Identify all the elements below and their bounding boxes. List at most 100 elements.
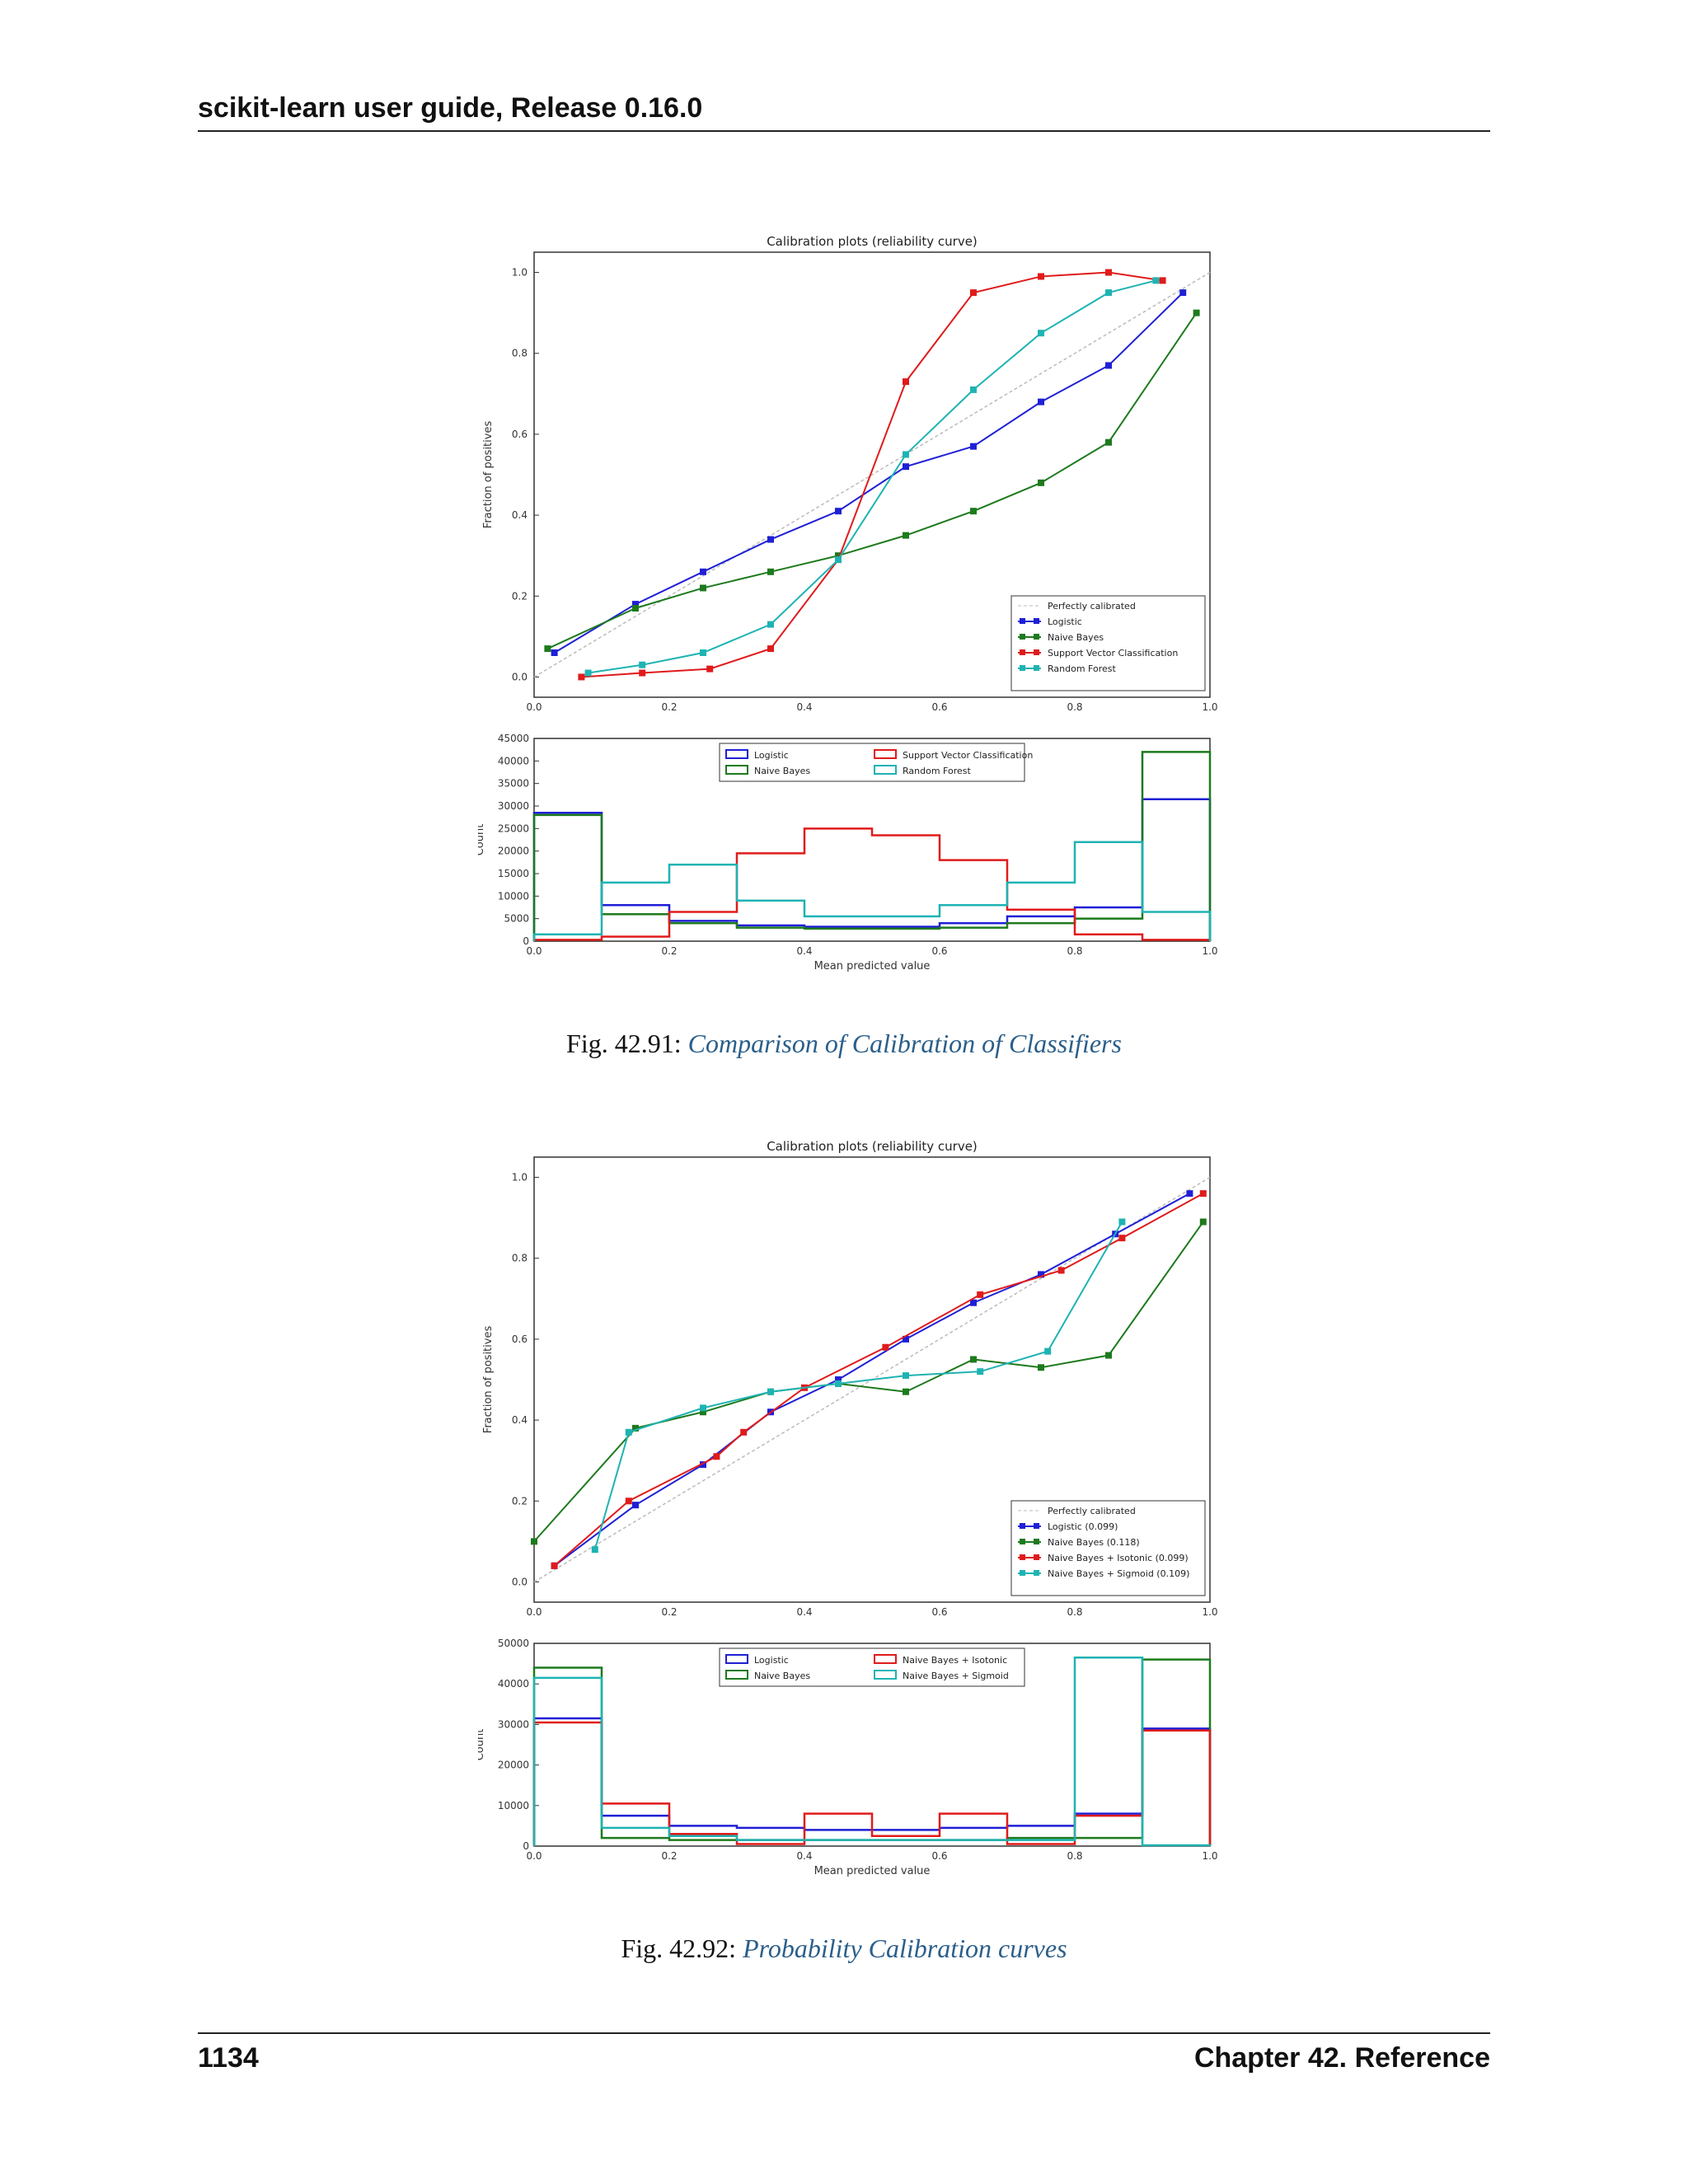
legend-marker: [1020, 1539, 1025, 1544]
y-axis-label: Count: [478, 824, 486, 856]
data-point: [1105, 269, 1112, 276]
y-tick-label: 30000: [498, 1718, 529, 1730]
y-tick-label: 0.6: [512, 1333, 528, 1345]
data-point: [625, 1428, 632, 1436]
x-tick-label: 0.8: [1067, 1606, 1082, 1618]
legend-label: Naive Bayes + Sigmoid (0.109): [1048, 1568, 1189, 1579]
legend-marker: [1020, 618, 1025, 624]
x-tick-label: 0.6: [931, 945, 947, 957]
x-tick-label: 0.2: [661, 1606, 677, 1618]
legend-swatch: [874, 1670, 897, 1680]
legend-label: Random Forest: [903, 766, 971, 776]
histogram-step: [532, 751, 1212, 941]
x-tick-label: 0.8: [1067, 945, 1082, 957]
y-tick-label: 0.2: [512, 590, 528, 602]
x-axis-label: Mean predicted value: [814, 960, 931, 972]
x-tick-label: 0.0: [526, 1850, 542, 1862]
data-point: [1105, 438, 1112, 446]
y-tick-label: 40000: [498, 1678, 529, 1690]
data-point: [700, 1461, 706, 1469]
legend-label: Naive Bayes: [1048, 632, 1104, 643]
caption-prefix: Fig. 42.91:: [566, 1029, 688, 1058]
data-point: [1038, 398, 1044, 405]
data-point: [578, 673, 585, 681]
data-point: [1057, 1267, 1065, 1274]
x-tick-label: 0.6: [931, 1606, 947, 1618]
figure-42-92: Calibration plots (reliability curve) 0.0…: [478, 1127, 1220, 1886]
data-point: [632, 605, 639, 612]
data-point: [625, 1497, 632, 1505]
legend-label: Logistic: [1048, 616, 1082, 627]
chapter-title: Chapter 42. Reference: [1193, 2042, 1490, 2074]
x-tick-label: 1.0: [1202, 1850, 1217, 1862]
data-point: [639, 669, 646, 677]
data-point: [970, 1356, 977, 1363]
y-tick-label: 1.0: [512, 267, 528, 279]
data-point: [835, 556, 842, 564]
data-point: [882, 1343, 889, 1351]
calibration-figure: Calibration plots (reliability curve) 0.0…: [478, 234, 1218, 972]
data-point: [970, 508, 977, 515]
data-point: [1038, 273, 1044, 280]
data-point: [767, 568, 774, 575]
legend-swatch: [725, 765, 748, 775]
histogram-step: [532, 1656, 1212, 1847]
legend-swatch: [874, 765, 897, 775]
y-tick-label: 50000: [498, 1638, 529, 1649]
legend-marker: [1034, 618, 1039, 624]
legend-box: [1010, 595, 1206, 691]
x-tick-label: 0.0: [526, 1606, 542, 1618]
data-point: [835, 1380, 842, 1387]
legend-label: Naive Bayes + Sigmoid: [903, 1671, 1009, 1681]
data-point: [1199, 1190, 1207, 1197]
series-line: [553, 1193, 1204, 1567]
data-point: [700, 584, 706, 592]
caption-link[interactable]: Comparison of Calibration of Classifiers: [687, 1029, 1122, 1058]
y-tick-label: 20000: [498, 846, 529, 857]
legend-label: Support Vector Classification: [1048, 648, 1178, 658]
histogram-step: [532, 841, 1212, 941]
series-line: [546, 312, 1198, 649]
y-tick-label: 10000: [498, 890, 529, 902]
data-point: [767, 536, 774, 543]
y-axis-label: Fraction of positives: [482, 1326, 495, 1434]
y-tick-label: 0.2: [512, 1495, 528, 1507]
data-point: [639, 661, 646, 668]
data-point: [1105, 289, 1112, 297]
data-point: [700, 568, 706, 575]
legend-label: Naive Bayes: [754, 1671, 810, 1681]
data-point: [1105, 362, 1112, 369]
data-point: [706, 665, 714, 673]
data-point: [1193, 309, 1200, 316]
legend-marker: [1020, 1570, 1025, 1576]
histogram-step: [532, 827, 1212, 941]
legend-label: Logistic: [754, 1655, 789, 1666]
footer-rule: [198, 2032, 1490, 2034]
y-tick-label: 0.0: [512, 671, 528, 682]
caption-link[interactable]: Probability Calibration curves: [743, 1933, 1067, 1963]
y-tick-label: 0.8: [512, 1253, 528, 1264]
y-tick-label: 0.4: [512, 1414, 528, 1426]
y-tick-label: 5000: [504, 913, 529, 925]
legend-label: Perfectly calibrated: [1048, 601, 1136, 612]
data-point: [551, 649, 558, 656]
y-axis-label: Count: [478, 1729, 486, 1761]
legend-box: [719, 743, 1025, 782]
figure-42-91: Calibration plots (reliability curve) 0.0…: [478, 223, 1220, 981]
series-line: [588, 279, 1156, 674]
data-point: [1105, 1352, 1112, 1359]
data-point: [903, 1388, 909, 1395]
legend-label: Naive Bayes: [754, 766, 810, 776]
legend-marker: [1034, 1554, 1039, 1560]
x-tick-label: 0.4: [796, 1850, 812, 1862]
data-point: [903, 1335, 909, 1343]
data-point: [713, 1453, 720, 1460]
data-point: [531, 1538, 537, 1545]
y-tick-label: 40000: [498, 755, 529, 766]
legend-label: Support Vector Classification: [903, 750, 1033, 761]
calibration-figure: Calibration plots (reliability curve) 0.0…: [478, 1139, 1218, 1877]
data-point: [700, 1408, 706, 1416]
legend-box: [1010, 1500, 1206, 1596]
legend-marker: [1020, 649, 1025, 655]
legend-marker: [1034, 1523, 1039, 1529]
